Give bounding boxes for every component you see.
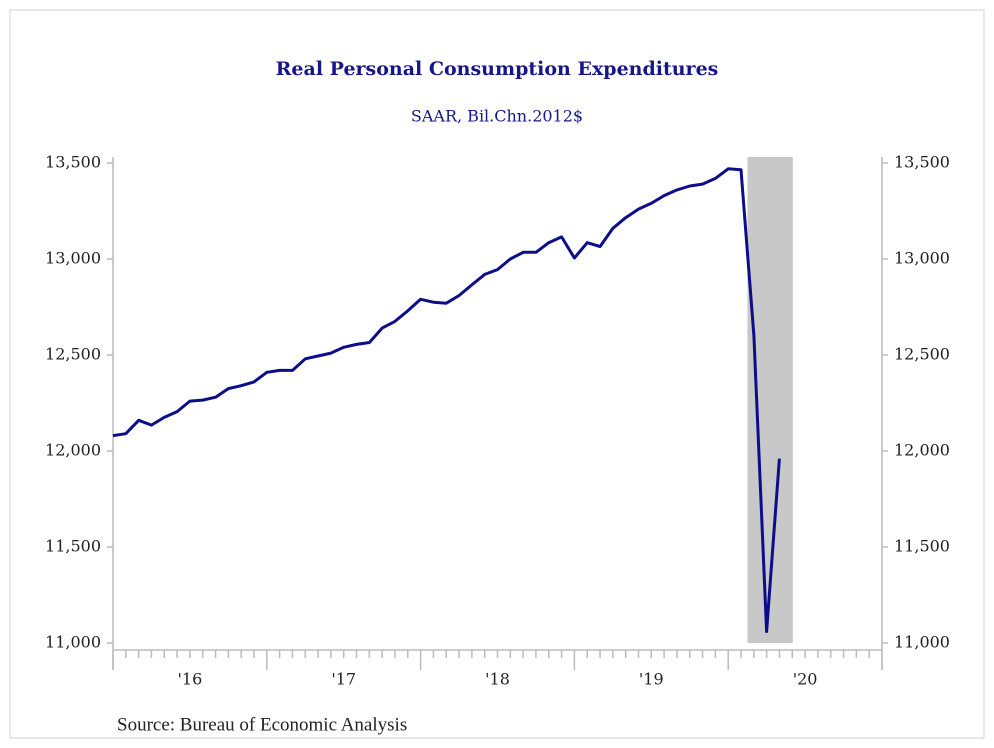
y-tick-label: 13,000 [45, 249, 101, 268]
y2-tick-label: 12,500 [894, 345, 950, 364]
chart-title: Real Personal Consumption Expenditures [276, 58, 719, 80]
y-tick-label: 13,500 [45, 153, 101, 172]
x-tick-label: '19 [639, 670, 664, 689]
x-tick-label: '18 [485, 670, 510, 689]
x-tick-label: '17 [331, 670, 356, 689]
y-tick-label: 12,500 [45, 345, 101, 364]
chart-subtitle: SAAR, Bil.Chn.2012$ [411, 107, 583, 126]
x-tick-label: '20 [793, 670, 818, 689]
data-line [112, 167, 781, 633]
frame [9, 9, 985, 739]
y2-tick-label: 13,500 [894, 153, 950, 172]
y2-tick-label: 11,000 [894, 633, 950, 652]
y2-tick-label: 11,500 [894, 537, 950, 556]
recession-shade [747, 157, 793, 643]
y-tick-label: 12,000 [45, 441, 101, 460]
x-tick-label: '16 [178, 670, 203, 689]
source-note: Source: Bureau of Economic Analysis [117, 714, 407, 735]
y2-tick-label: 12,000 [894, 441, 950, 460]
y-tick-label: 11,000 [45, 633, 101, 652]
y2-tick-label: 13,000 [894, 249, 950, 268]
y-tick-label: 11,500 [45, 537, 101, 556]
